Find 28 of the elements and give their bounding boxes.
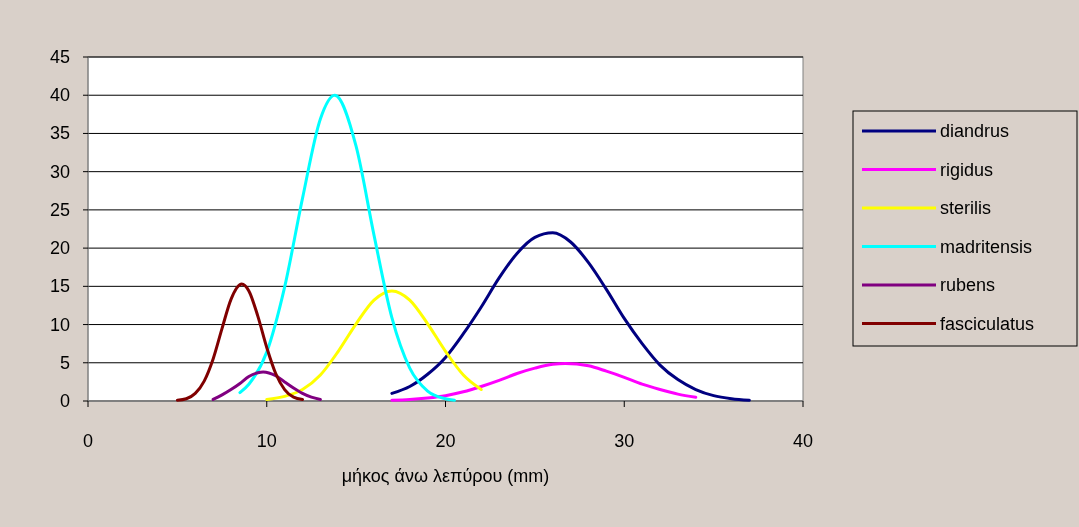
y-tick-label: 25	[49, 199, 70, 220]
line-series	[390, 231, 751, 402]
legend-label: diandrus	[940, 121, 1010, 141]
y-tick-label: 35	[49, 123, 70, 144]
y-tick-label: 20	[49, 238, 70, 259]
legend-label: rubens	[940, 275, 996, 295]
legend-label: sterilis	[940, 198, 992, 218]
y-tick-label: 30	[49, 161, 70, 182]
x-axis-title: μήκος άνω λεπύρου (mm)	[341, 466, 550, 486]
y-tick-label: 15	[49, 276, 70, 297]
y-tick-label: 5	[59, 352, 70, 373]
line-series	[265, 289, 483, 401]
line-series	[211, 370, 322, 401]
y-tick-label: 45	[49, 47, 70, 67]
line-series	[238, 93, 456, 402]
line-series	[175, 282, 304, 402]
x-tick-label: 30	[614, 431, 635, 451]
x-tick-label: 40	[792, 431, 814, 451]
line-series	[390, 362, 698, 402]
legend-label: rigidus	[940, 159, 994, 180]
x-tick-label: 10	[256, 431, 277, 451]
x-tick-label: 20	[435, 431, 456, 451]
x-tick-label: 0	[82, 431, 94, 451]
y-tick-label: 0	[59, 391, 70, 411]
legend-label: fasciculatus	[940, 313, 1035, 334]
y-tick-label: 40	[49, 85, 70, 106]
legend-label: madritensis	[940, 236, 1033, 257]
y-tick-label: 10	[49, 314, 70, 335]
